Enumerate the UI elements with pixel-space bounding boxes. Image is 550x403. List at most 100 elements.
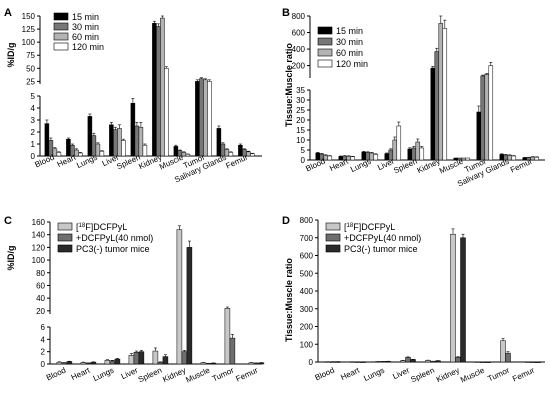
y-axis-label: %ID/g	[6, 42, 16, 67]
bar	[199, 78, 204, 157]
bar	[392, 139, 398, 161]
bar	[66, 361, 73, 365]
y-lower-tick-label: 6	[41, 323, 46, 332]
bar	[152, 350, 159, 365]
bar	[228, 152, 234, 157]
bar	[229, 337, 236, 365]
x-tick-label: Blood	[33, 153, 55, 170]
x-tick-label: Heart	[70, 365, 92, 382]
bar	[455, 356, 461, 363]
bar	[85, 362, 92, 365]
y-upper-tick-label: 200	[292, 62, 306, 71]
bar	[442, 28, 448, 161]
x-tick-label: Kidney	[161, 366, 187, 384]
bar	[480, 361, 486, 363]
y-upper-tick-label: 600	[292, 29, 306, 38]
bar	[248, 362, 255, 365]
bar	[405, 357, 411, 363]
legend-label: 15 min	[72, 12, 99, 22]
bar	[90, 361, 97, 365]
bar	[410, 359, 416, 363]
legend-label: +DCFPyL(40 nmol)	[344, 233, 421, 243]
bar	[500, 340, 506, 363]
bar	[156, 26, 161, 157]
x-tick-label: Lungs	[92, 366, 116, 383]
bar	[52, 148, 58, 157]
bar	[61, 362, 68, 365]
y-lower-tick-label: 1	[31, 140, 36, 149]
y-upper-tick-label: 100	[22, 38, 36, 47]
legend-label: 120 min	[72, 42, 104, 52]
bar	[415, 141, 421, 161]
bar	[258, 362, 265, 365]
legend-label: PC3(-) tumor mice	[76, 244, 150, 254]
bar	[138, 126, 144, 157]
bar	[104, 360, 111, 365]
y-lower-tick-label: 15	[296, 126, 305, 135]
y-lower-tick-label: 400	[300, 287, 314, 296]
y-upper-tick-label: 60	[36, 281, 45, 290]
bar	[56, 361, 63, 365]
bar	[450, 233, 456, 363]
bar	[373, 154, 379, 161]
bar	[95, 143, 101, 157]
bar	[207, 81, 212, 157]
y-upper-tick-label: 25	[26, 77, 35, 86]
bar	[56, 152, 62, 157]
bar	[396, 125, 402, 161]
bar	[113, 129, 118, 157]
x-tick-label: Tumor	[486, 366, 511, 384]
bar	[44, 123, 50, 157]
legend-swatch	[57, 233, 73, 242]
y-lower-tick-label: 25	[296, 106, 305, 115]
x-tick-label: Tumor	[211, 366, 236, 384]
bar	[133, 352, 140, 365]
x-tick-label: Blood	[313, 366, 335, 383]
y-lower-tick-label: 600	[300, 252, 314, 261]
bar	[400, 360, 406, 363]
legend-label: 120 min	[336, 59, 368, 69]
y-upper-tick-label: 160	[32, 218, 46, 227]
bar	[484, 74, 490, 161]
legend-swatch	[57, 244, 73, 253]
bar	[435, 360, 441, 363]
bar	[216, 128, 222, 157]
y-upper-tick-label: 20	[36, 307, 45, 316]
y-lower-tick-label: 700	[300, 234, 314, 243]
bar	[346, 155, 352, 161]
x-tick-label: Muscle	[459, 365, 486, 384]
legend-label: +DCFPyL(40 nmol)	[76, 233, 153, 243]
bar	[162, 356, 169, 365]
y-lower-tick-label: 200	[300, 323, 314, 332]
y-lower-tick-label: 2	[41, 348, 46, 357]
y-lower-tick-label: 3	[31, 116, 36, 125]
bar	[109, 360, 116, 365]
legend-swatch	[53, 42, 69, 51]
bar	[480, 75, 486, 161]
panel-letter: A	[4, 7, 12, 19]
bar	[465, 157, 471, 161]
y-lower-tick-label: 4	[41, 335, 46, 344]
bar	[438, 23, 444, 161]
legend-label: [18F]DCFPyL	[344, 222, 395, 232]
legend-label: 60 min	[336, 48, 363, 58]
x-tick-label: Femur	[234, 366, 259, 384]
x-tick-label: Spleen	[137, 366, 163, 385]
bar	[425, 360, 431, 363]
legend-swatch	[317, 48, 333, 57]
panel-letter: B	[282, 7, 290, 19]
bar	[87, 116, 93, 157]
bar	[142, 144, 148, 157]
y-upper-tick-label: 120	[32, 243, 46, 252]
y-lower-tick-label: 10	[296, 136, 305, 145]
legend-swatch	[57, 222, 73, 231]
y-upper-tick-label: 140	[32, 231, 46, 240]
bar	[99, 150, 105, 157]
bar	[246, 151, 251, 157]
y-upper-tick-label: 80	[36, 269, 45, 278]
bar	[369, 152, 375, 161]
x-tick-label: Heart	[339, 365, 361, 382]
y-upper-tick-label: 40	[36, 294, 45, 303]
